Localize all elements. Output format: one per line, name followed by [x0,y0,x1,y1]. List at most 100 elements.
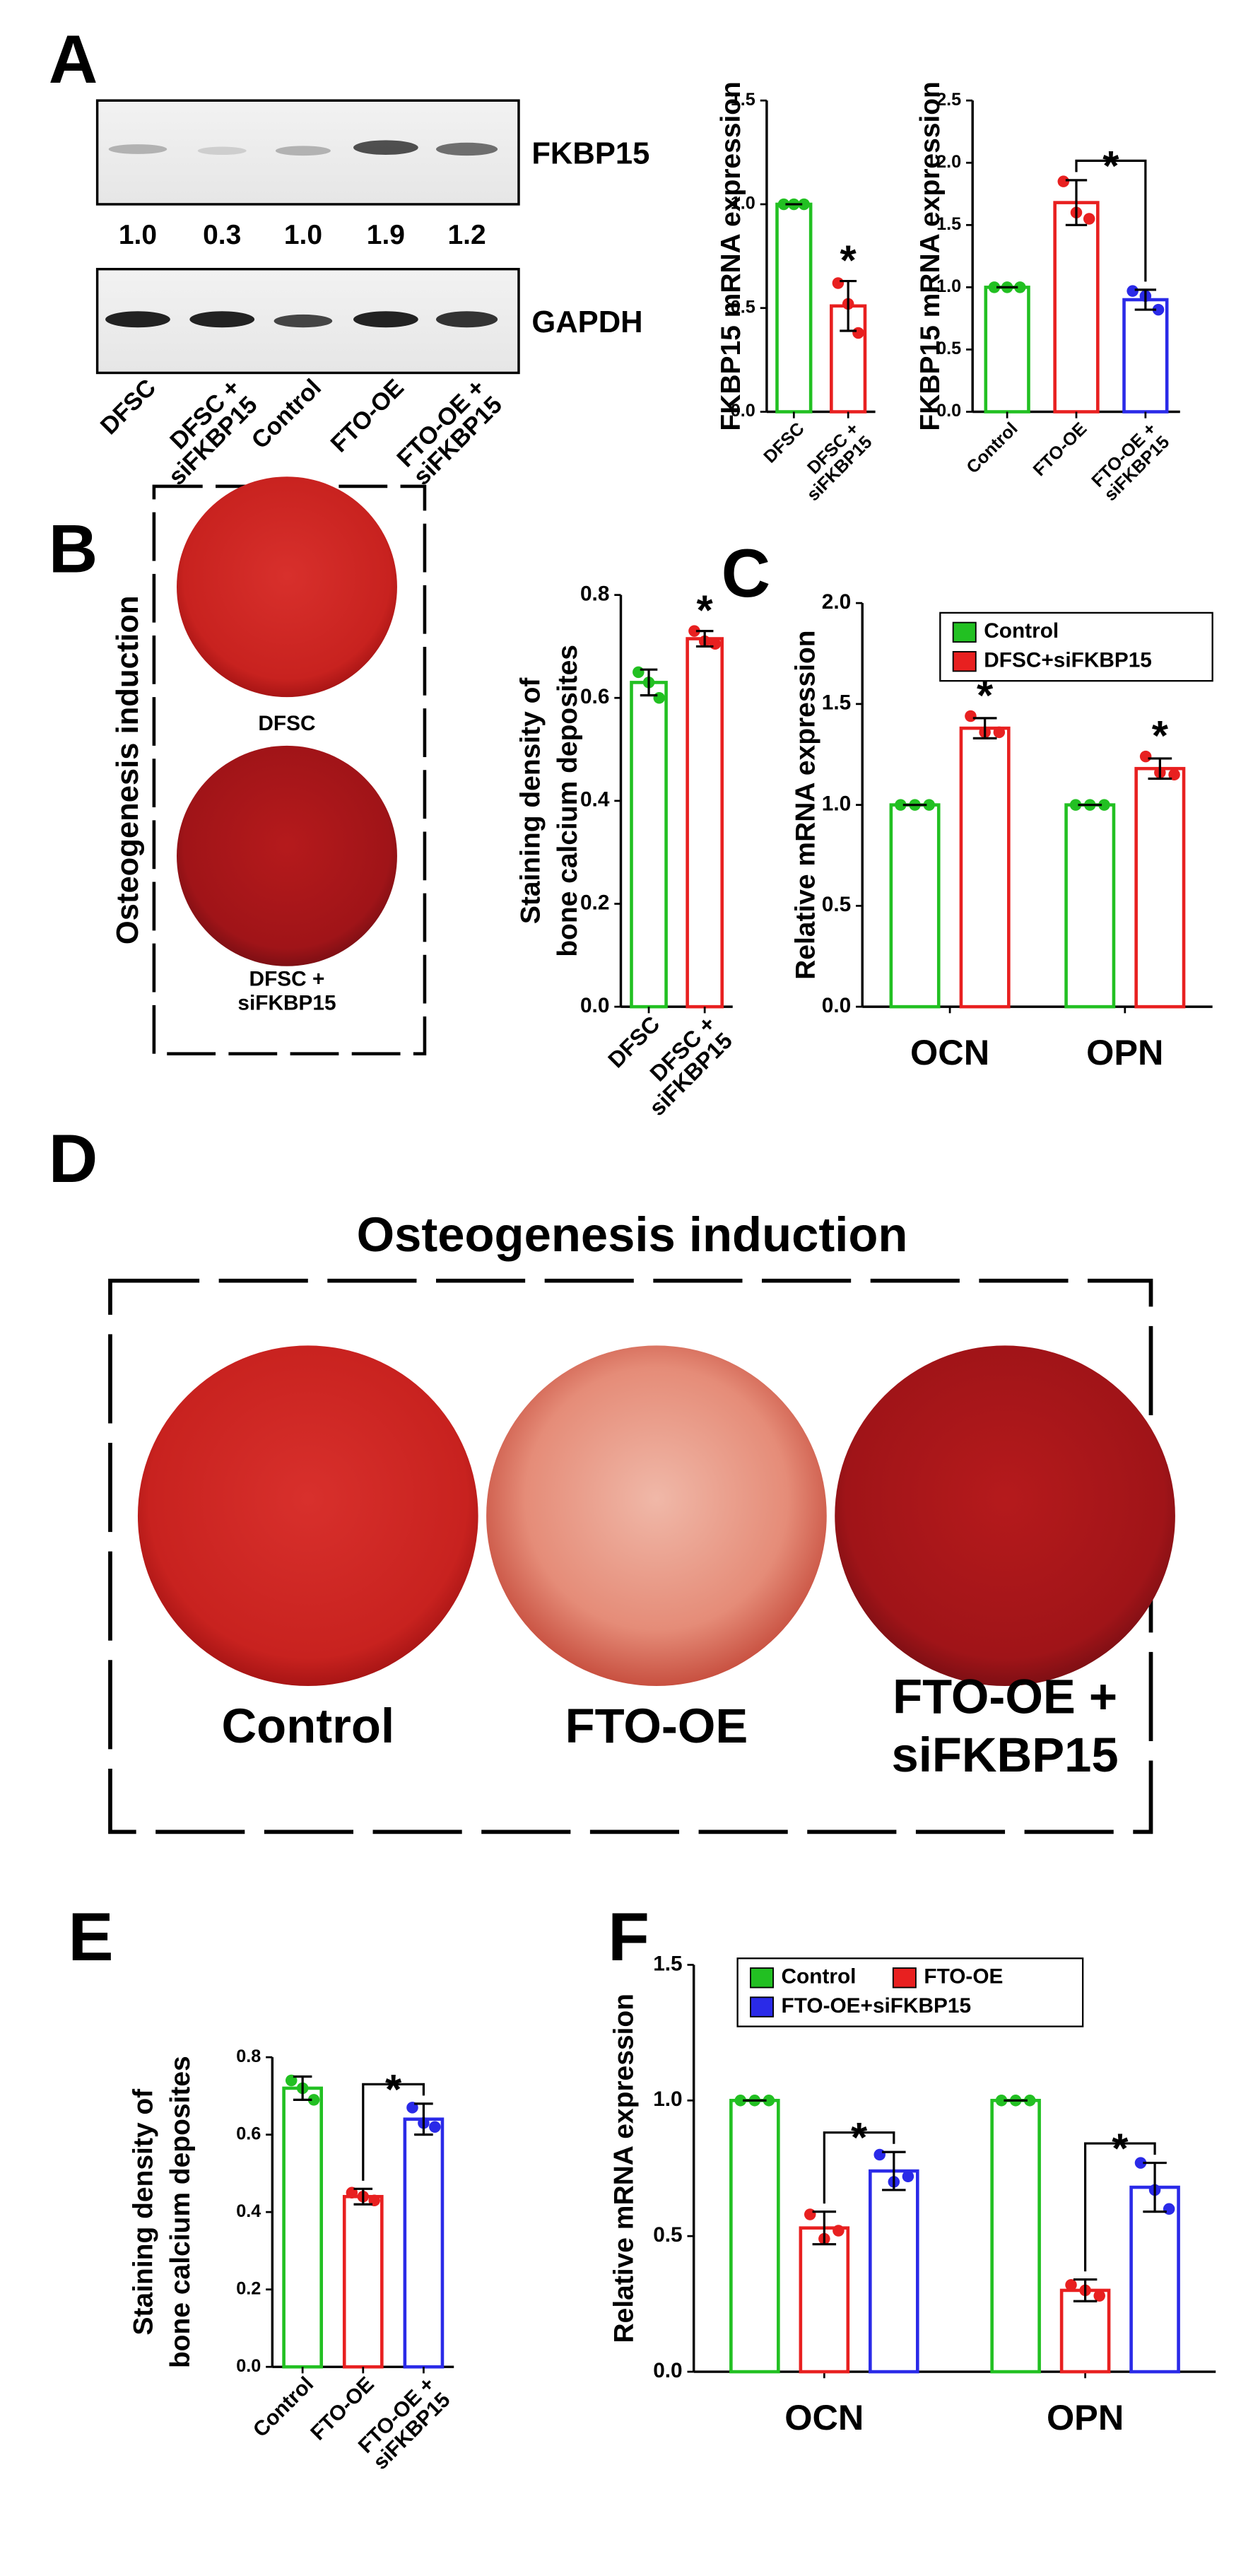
well-label-line: siFKBP15 [237,992,336,1015]
x-tick-label: OCN [910,1032,989,1072]
data-point [852,327,864,339]
data-point [965,710,977,722]
significance-bracket [1075,159,1147,282]
y-tick-label: 0.6 [236,2124,261,2143]
legend-label: Control [984,619,1059,643]
data-point [307,2094,320,2106]
band-quantification: 1.9 [367,220,405,250]
data-point [993,726,1006,739]
y-tick-label: 1.5 [936,214,961,234]
y-tick-label: 0.8 [580,582,609,606]
bar [1064,803,1116,1009]
data-point [1057,175,1070,187]
legend-label: FTO-OE+siFKBP15 [782,1994,972,2018]
lane-label: DFSC [95,374,161,440]
y-tick-label: 1.5 [822,691,851,715]
well-label: FTO-OE [565,1699,748,1753]
y-axis-label-line: bone calcium deposites [165,2056,196,2368]
panel-label: A [49,22,98,98]
y-tick-label: 0.2 [580,891,609,914]
data-point [1152,303,1165,316]
y-axis-label: Relative mRNA expression [791,630,821,979]
lane-label: FTO-OE [326,374,409,457]
error-bar [840,279,857,332]
bar [984,286,1030,414]
stained-well [137,1345,478,1686]
well-label: DFSC + siFKBP15 [237,967,336,1014]
bar [1053,201,1100,414]
data-point [1069,799,1082,811]
significance-mark: * [385,2066,402,2113]
y-tick-label: 0.4 [580,788,610,812]
y-axis-label-line: Staining density of [516,677,546,925]
x-tick-label: OCN [784,2397,864,2437]
data-point [1023,2095,1036,2107]
band-quantification: 0.3 [203,220,241,250]
stained-well [835,1345,1175,1686]
legend-swatch [750,1996,774,2018]
data-point [1014,281,1026,293]
y-tick-label: 0.5 [653,2223,682,2247]
blot-target: GAPDH [531,305,642,339]
band-quantification: 1.2 [447,220,486,250]
bar [1059,2288,1111,2374]
error-bar [695,629,714,648]
error-bar [1148,757,1172,780]
bar [775,202,813,414]
data-point [1139,750,1152,763]
legend-frame [939,611,1213,682]
bar [959,726,1011,1009]
error-bar [640,668,658,697]
error-bar [882,2150,906,2191]
lane-label: DFSC +siFKBP15 [146,374,263,491]
blot-bands [105,311,498,328]
data-point [995,2095,1008,2107]
x-tick-label: OPN [1047,2397,1124,2437]
y-axis-label: FKBP15 mRNA expression [716,81,746,431]
error-bar [414,2102,433,2136]
y-tick-label: 0.5 [731,297,755,317]
data-point [873,2148,886,2161]
legend-swatch [952,621,977,643]
significance-mark: * [1102,142,1119,189]
y-axis-label: FKBP15 mRNA expression [915,81,946,431]
x-tick-label: OPN [1086,1032,1163,1072]
legend-label: DFSC+siFKBP15 [984,649,1152,672]
blot-bands [108,140,498,156]
data-point [902,2170,914,2183]
stained-well [486,1345,827,1686]
y-tick-label: 1.5 [653,1952,682,1975]
data-point [988,281,1001,293]
error-bar [1143,2161,1167,2213]
y-tick-label: 0.0 [236,2356,261,2376]
significance-mark: * [1112,2125,1129,2172]
y-axis-label: Staining density of bone calcium deposite… [516,645,584,957]
y-tick-label: 2.5 [936,90,961,110]
y-tick-label: 1.0 [731,194,755,213]
data-point [709,638,722,650]
bar [869,2169,919,2374]
data-point [1126,285,1139,297]
bar [342,2194,384,2369]
data-point [895,799,907,811]
data-point [1065,2278,1077,2291]
bar [403,2117,445,2369]
lane-label: FTO-OE +siFKBP15 [391,374,507,491]
data-point [429,2121,441,2133]
data-point [763,2095,775,2107]
legend-swatch [952,650,977,672]
y-tick-label: 0.0 [580,994,609,1017]
significance-bracket [1084,2142,1156,2272]
x-tick-label: FTO-OE [1030,418,1091,480]
x-tick-label: Control [249,2372,318,2442]
blot-target: FKBP15 [531,137,649,171]
data-point [1093,2290,1105,2302]
bar [729,2099,780,2374]
significance-bracket [823,2131,895,2204]
significance-mark: * [1152,712,1169,759]
y-tick-label: 0.5 [936,339,961,358]
bar [1129,2185,1180,2374]
legend-label: Control [782,1965,857,1989]
y-tick-label: 1.0 [936,276,961,296]
